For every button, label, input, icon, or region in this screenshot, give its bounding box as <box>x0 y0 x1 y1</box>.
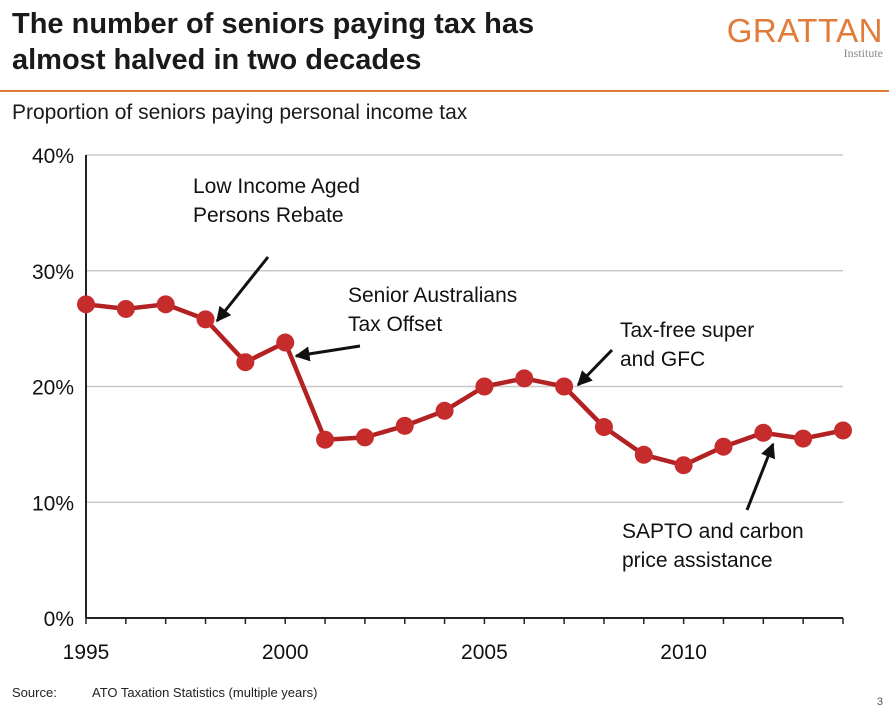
data-point <box>634 445 653 464</box>
data-point <box>435 401 454 420</box>
data-point <box>236 353 255 372</box>
annotation-text: Low Income Aged Persons Rebate <box>193 175 360 227</box>
annotation-arrow <box>576 348 614 387</box>
y-tick-label: 10% <box>32 492 74 515</box>
logo-wordmark: GRATTAN <box>726 12 883 49</box>
annotation-text: Senior Australians Tax Offset <box>348 284 517 336</box>
data-point <box>594 418 613 437</box>
data-point <box>316 430 335 449</box>
grattan-logo: GRATTAN Institute <box>727 14 883 61</box>
data-point <box>834 421 852 440</box>
x-tick-label: 2005 <box>461 641 508 664</box>
data-point <box>276 333 295 352</box>
data-point <box>794 429 813 448</box>
data-point <box>196 310 215 329</box>
annotation-arrow <box>294 344 361 362</box>
y-tick-label: 0% <box>44 608 74 631</box>
annotation-arrow <box>215 256 270 323</box>
chart-subtitle: Proportion of seniors paying personal in… <box>12 101 468 124</box>
data-point <box>674 456 693 475</box>
source-text: ATO Taxation Statistics (multiple years) <box>92 685 318 700</box>
data-point <box>156 295 175 314</box>
data-point <box>754 423 773 442</box>
data-point <box>395 416 414 435</box>
x-tick-label: 2000 <box>262 641 309 664</box>
x-tick-label: 2010 <box>660 641 707 664</box>
data-point <box>475 377 494 396</box>
source-note: Source: ATO Taxation Statistics (multiple… <box>12 685 317 700</box>
source-label: Source: <box>12 685 57 700</box>
y-tick-label: 40% <box>32 145 74 168</box>
data-point <box>555 377 574 396</box>
data-point <box>714 437 733 456</box>
y-tick-label: 30% <box>32 261 74 284</box>
title-line-2: almost halved in two decades <box>12 44 422 76</box>
title-line-1: The number of seniors paying tax has <box>12 8 535 40</box>
annotation-arrow <box>745 442 776 511</box>
page-title: The number of seniors paying tax has alm… <box>12 6 662 78</box>
header-divider <box>0 90 889 92</box>
data-point <box>77 295 95 314</box>
annotation-text: SAPTO and carbon price assistance <box>622 520 804 572</box>
data-point <box>355 428 374 447</box>
x-tick-label: 1995 <box>63 641 110 664</box>
data-point <box>515 369 534 388</box>
page-number: 3 <box>876 696 883 708</box>
annotation-text: Tax-free super and GFC <box>620 319 754 371</box>
y-tick-label: 20% <box>32 377 74 400</box>
logo-subtext: Institute <box>843 46 883 60</box>
data-point <box>116 299 135 318</box>
